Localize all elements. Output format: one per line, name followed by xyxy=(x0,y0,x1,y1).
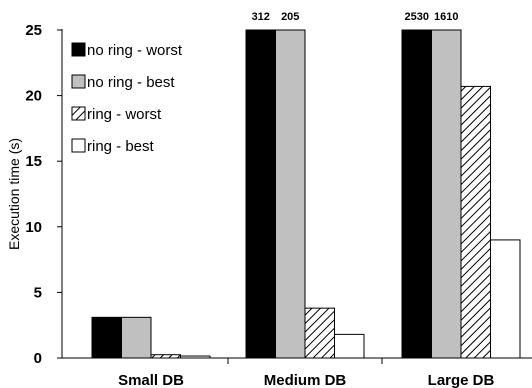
bar xyxy=(334,333,365,359)
bar xyxy=(431,29,462,359)
x-tick-label: Large DB xyxy=(428,372,495,388)
bar xyxy=(490,239,521,359)
bar xyxy=(401,29,432,359)
bar xyxy=(304,307,335,359)
bar xyxy=(245,29,276,359)
overflow-value-label: 205 xyxy=(281,11,299,23)
legend-label: ring - worst xyxy=(87,106,162,123)
labels: Small DB Medium DB Large DB 312 205 2530 1610 xyxy=(118,11,494,388)
legend-swatch xyxy=(71,106,86,121)
legend-swatch xyxy=(71,138,86,153)
y-tick-label: 0 xyxy=(34,350,42,367)
legend-swatch xyxy=(71,74,86,89)
y-tick-label: 20 xyxy=(25,88,42,105)
y-tick-label: 5 xyxy=(34,284,42,301)
overflow-value-label: 312 xyxy=(252,11,270,23)
x-tick-label: Small DB xyxy=(118,372,184,388)
legend-label: no ring - best xyxy=(87,74,175,91)
bar xyxy=(460,85,491,359)
y-axis-label: Execution time (s) xyxy=(6,138,22,250)
bar xyxy=(275,29,306,359)
bar xyxy=(121,316,152,359)
legend: no ring - worst no ring - best ring - wors… xyxy=(71,42,183,155)
legend-label: no ring - worst xyxy=(87,42,183,59)
y-tick-label: 10 xyxy=(25,219,42,236)
y-tick-label: 15 xyxy=(25,153,42,170)
bar xyxy=(150,354,181,359)
legend-swatch xyxy=(71,42,86,57)
overflow-value-label: 2530 xyxy=(405,11,429,23)
y-tick-label: 25 xyxy=(25,22,42,39)
bar xyxy=(91,316,122,359)
bar xyxy=(180,355,211,359)
bars xyxy=(91,29,521,359)
overflow-value-label: 1610 xyxy=(434,11,458,23)
x-tick-label: Medium DB xyxy=(264,372,347,388)
legend-label: ring - best xyxy=(87,138,155,155)
